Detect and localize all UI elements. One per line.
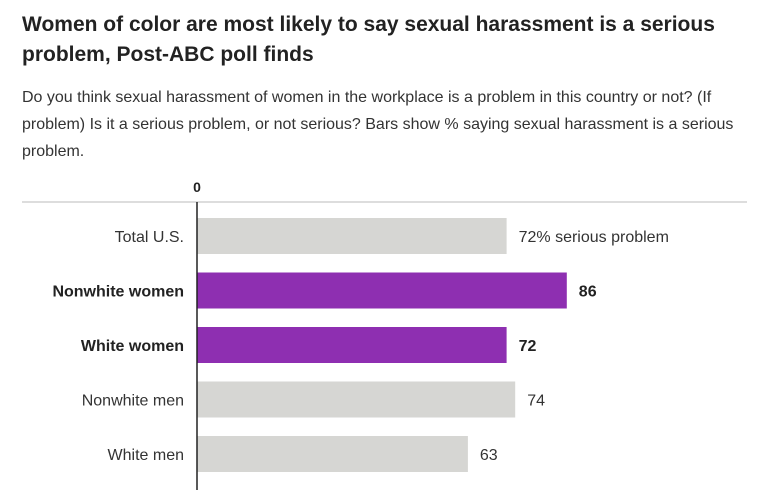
value-label-1: 86 <box>579 284 597 301</box>
value-label-4: 63 <box>480 447 498 464</box>
category-label-4: White men <box>108 447 184 464</box>
category-label-0: Total U.S. <box>115 229 184 246</box>
bar-1 <box>197 272 567 309</box>
category-label-2: White women <box>81 338 184 355</box>
category-label-3: Nonwhite men <box>82 393 184 410</box>
bar-3 <box>197 381 516 418</box>
chart-title: Women of color are most likely to say se… <box>22 13 715 66</box>
category-label-1: Nonwhite women <box>52 284 184 301</box>
value-label-3: 74 <box>527 393 545 410</box>
value-label-2: 72 <box>519 338 537 355</box>
bar-0 <box>197 218 507 254</box>
bar-4 <box>197 436 468 472</box>
bar-2 <box>197 327 507 363</box>
axis-tick-label-0: 0 <box>193 179 201 195</box>
chart-subtitle: Do you think sexual harassment of women … <box>22 89 734 160</box>
value-label-0: 72% serious problem <box>519 229 669 246</box>
